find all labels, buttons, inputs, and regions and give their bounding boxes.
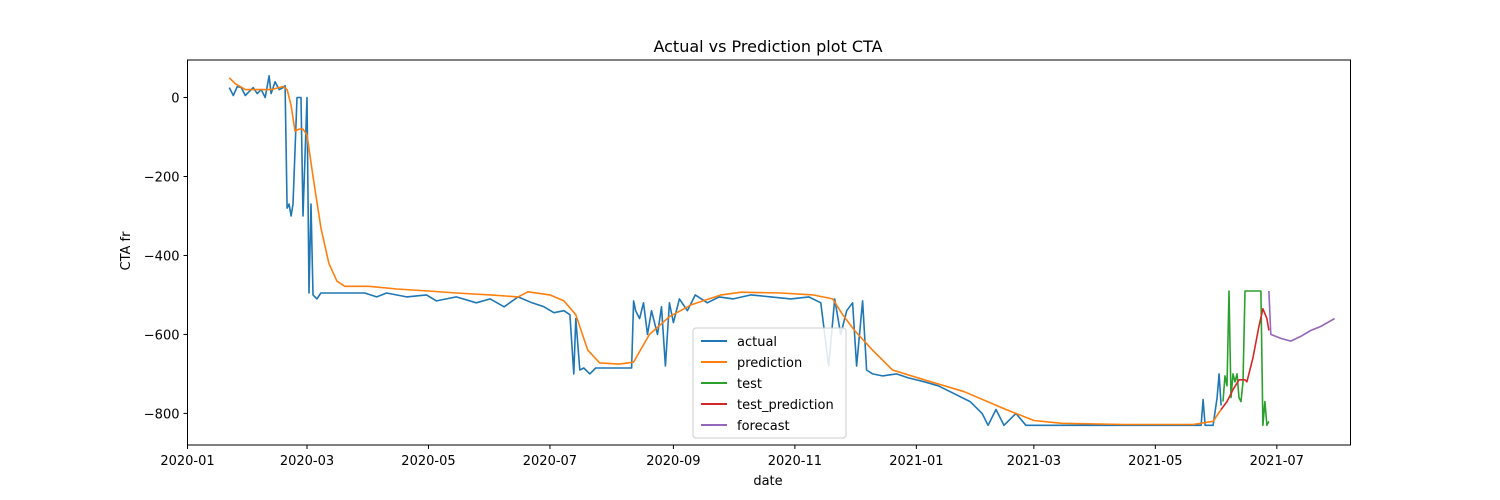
series-line-test — [1222, 290, 1270, 427]
plot-frame — [187, 59, 1351, 446]
y-tick-label: 0 — [171, 92, 179, 107]
y-tick-label: −600 — [144, 328, 180, 343]
ticks-layer: 2020-01 2020-03 2020-05 2020-07 2020-09 2020-… — [144, 92, 1304, 469]
y-tick-label: −400 — [144, 249, 180, 264]
x-axis-label: date — [753, 474, 782, 489]
series-line-actual — [228, 75, 1222, 427]
series-line-test-prediction — [1220, 308, 1270, 410]
legend-label: forecast — [737, 419, 790, 434]
series-line-forecast — [1268, 290, 1335, 342]
x-tick-label: 2021-03 — [1007, 454, 1061, 469]
legend-label: test_prediction — [737, 398, 834, 413]
x-tick-label: 2021-05 — [1128, 454, 1182, 469]
x-tick-label: 2020-07 — [523, 454, 577, 469]
x-tick-label: 2020-03 — [280, 454, 334, 469]
chart-title: Actual vs Prediction plot CTA — [653, 37, 882, 56]
x-tick-label: 2020-11 — [768, 454, 822, 469]
x-tick-label: 2020-01 — [160, 454, 214, 469]
y-tick-label: −200 — [144, 170, 180, 185]
x-tick-label: 2021-07 — [1250, 454, 1304, 469]
legend-label: test — [737, 377, 762, 392]
legend-label: actual — [737, 335, 777, 350]
y-tick-label: −800 — [144, 407, 180, 422]
x-tick-label: 2021-01 — [889, 454, 943, 469]
y-axis-label: CTA fr — [119, 231, 134, 271]
legend-label: prediction — [737, 356, 802, 371]
series-line-prediction — [228, 77, 1222, 426]
legend: actual prediction test test_predictionforec… — [692, 327, 847, 439]
series-layer — [228, 75, 1335, 427]
x-tick-label: 2020-05 — [401, 454, 455, 469]
x-tick-label: 2020-09 — [646, 454, 700, 469]
legend-box — [692, 327, 847, 439]
